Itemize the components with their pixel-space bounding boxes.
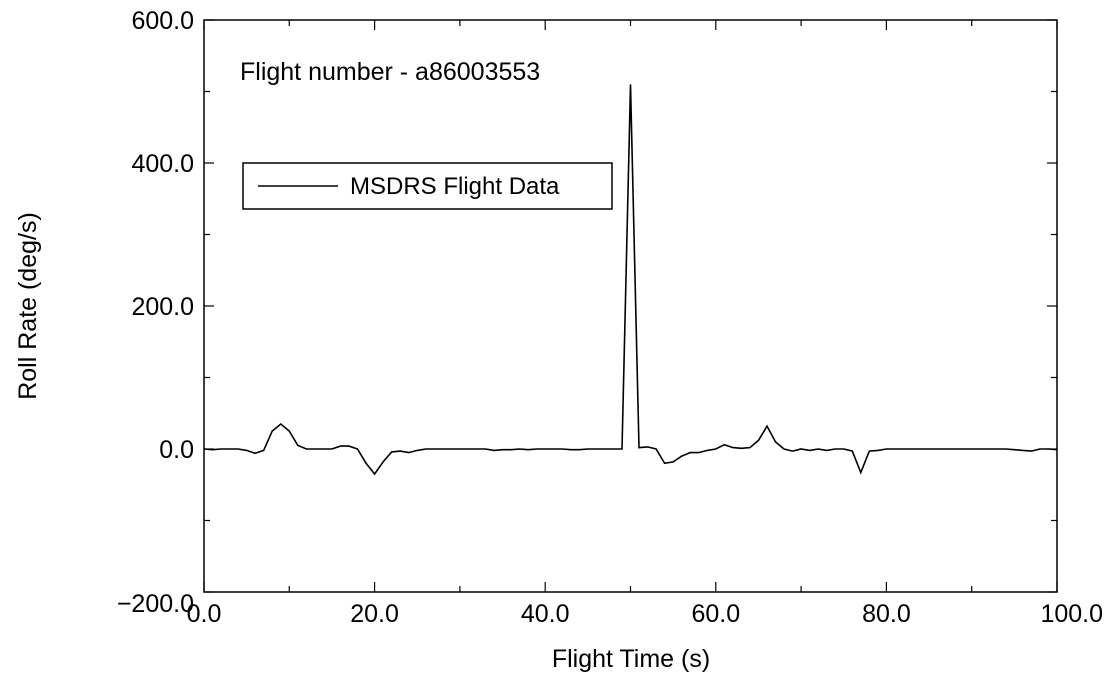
y-tick-label: 400.0 bbox=[131, 150, 194, 178]
y-tick-label: 0.0 bbox=[159, 436, 194, 464]
y-axis-title: Roll Rate (deg/s) bbox=[14, 212, 42, 400]
axis-ticks bbox=[203, 19, 1058, 593]
legend: MSDRS Flight Data bbox=[242, 162, 613, 210]
y-tick-label: −200.0 bbox=[117, 590, 194, 618]
x-tick-label: 40.0 bbox=[521, 600, 570, 628]
y-tick-label: 200.0 bbox=[131, 293, 194, 321]
series-line-msdrs-flight-data bbox=[203, 84, 1058, 476]
x-tick-label: 60.0 bbox=[691, 600, 740, 628]
x-tick-label: 0.0 bbox=[187, 600, 222, 628]
y-tick-label: 600.0 bbox=[131, 7, 194, 35]
legend-label: MSDRS Flight Data bbox=[350, 173, 560, 200]
axis-tick-labels: 0.0 20.0 40.0 60.0 80.0 100.0−200.00.0200.040… bbox=[117, 7, 1103, 628]
x-tick-label: 100.0 bbox=[1040, 600, 1103, 628]
x-tick-label: 20.0 bbox=[350, 600, 399, 628]
flight-number-annotation: Flight number - a86003553 bbox=[240, 58, 540, 86]
x-tick-label: 80.0 bbox=[862, 600, 911, 628]
x-axis-title: Flight Time (s) bbox=[552, 645, 710, 673]
